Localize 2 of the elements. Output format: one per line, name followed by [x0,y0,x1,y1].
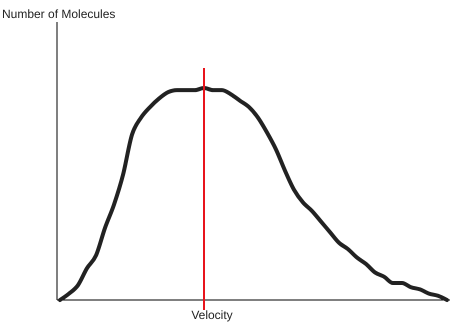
text: Number of Molecules [2,7,116,21]
x-axis-title: Velocity [191,308,233,322]
